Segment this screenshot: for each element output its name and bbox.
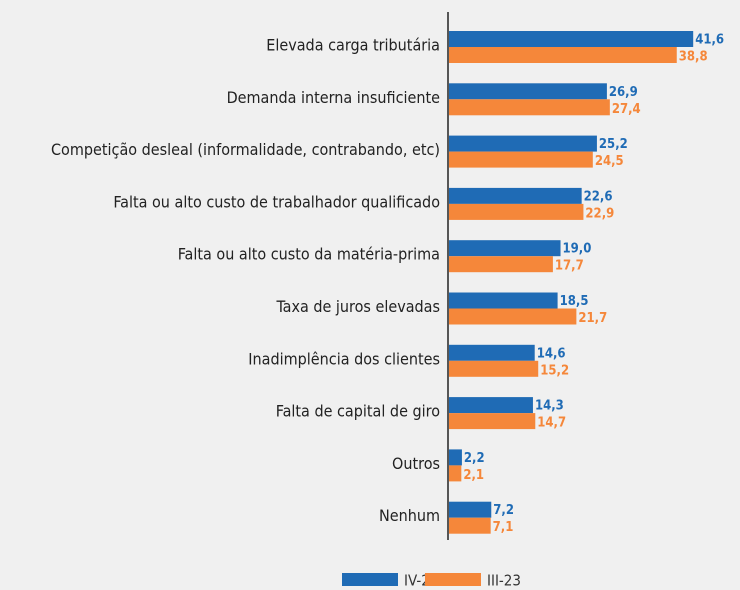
category-label: Nenhum [379, 506, 440, 525]
value-label: 24,5 [595, 154, 624, 169]
category-label: Inadimplência dos clientes [248, 349, 440, 368]
bar [449, 413, 536, 430]
bar [449, 360, 539, 377]
value-label: 27,4 [612, 102, 641, 117]
bar [449, 203, 584, 220]
bar [449, 151, 593, 168]
value-label: 41,6 [695, 33, 724, 48]
category-label: Falta ou alto custo de trabalhador quali… [113, 192, 440, 211]
bar [449, 99, 610, 116]
value-label: 21,7 [578, 311, 607, 326]
value-label: 7,1 [493, 520, 514, 535]
bar [449, 47, 677, 63]
bar [449, 31, 694, 47]
bar [449, 397, 533, 414]
bar [449, 308, 577, 325]
value-label: 7,2 [493, 503, 514, 518]
value-label: 38,8 [679, 50, 708, 65]
category-label: Elevada carga tributária [266, 36, 440, 55]
bar [449, 187, 582, 204]
bar [449, 240, 561, 257]
bar [449, 465, 462, 482]
category-label: Falta de capital de giro [276, 402, 440, 421]
legend-swatch [425, 573, 481, 586]
category-label: Outros [392, 454, 440, 473]
value-label: 14,6 [537, 346, 566, 361]
value-label: 18,5 [560, 294, 589, 309]
value-label: 25,2 [599, 137, 628, 152]
bar [449, 292, 558, 309]
category-label: Competição desleal (informalidade, contr… [51, 140, 440, 159]
bar [449, 517, 491, 534]
bar [449, 449, 462, 466]
value-label: 26,9 [609, 85, 638, 100]
value-label: 22,6 [584, 189, 613, 204]
bar [449, 83, 607, 100]
bar [449, 256, 553, 273]
bar [449, 501, 492, 518]
value-label: 14,7 [537, 416, 566, 431]
value-label: 15,2 [540, 363, 569, 378]
category-label: Taxa de juros elevadas [275, 297, 440, 316]
category-label: Falta ou alto custo da matéria-prima [178, 245, 440, 264]
legend-swatch [342, 573, 398, 586]
value-label: 14,3 [535, 399, 564, 414]
category-label: Demanda interna insuficiente [227, 88, 441, 107]
value-label: 17,7 [555, 259, 584, 274]
value-label: 2,1 [463, 468, 484, 483]
bar [449, 344, 535, 361]
bar [449, 135, 597, 152]
value-label: 19,0 [563, 242, 592, 257]
value-label: 22,9 [585, 206, 614, 221]
value-label: 2,2 [464, 451, 485, 466]
legend-label: III-23 [487, 572, 521, 590]
